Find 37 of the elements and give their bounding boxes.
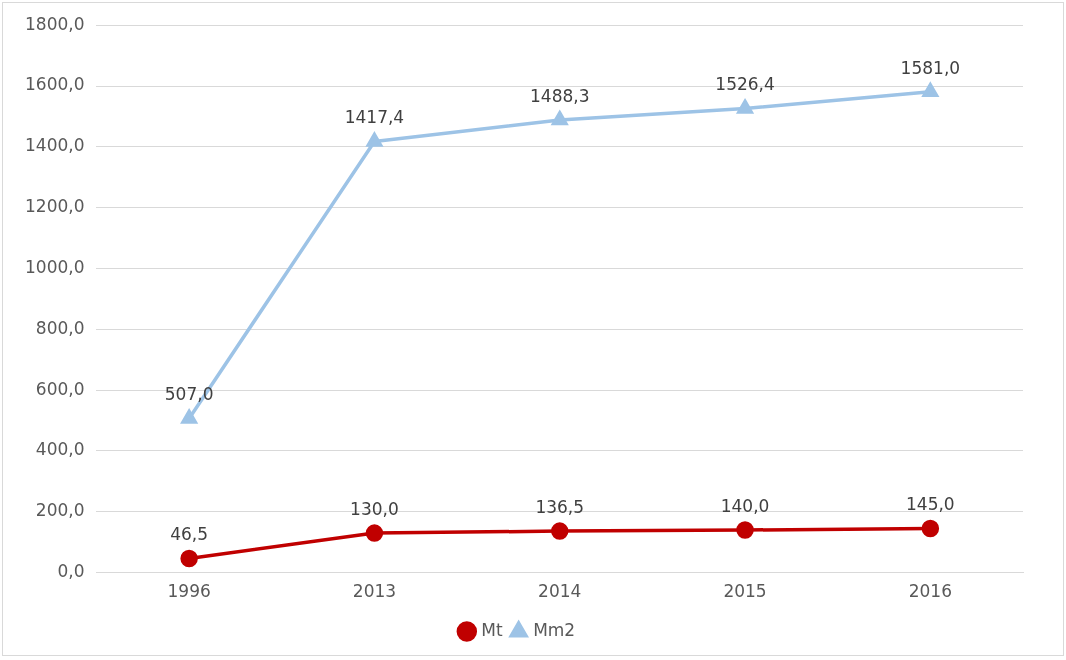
y-tick-label: 600,0	[35, 378, 85, 399]
x-tick-label: 2015	[723, 581, 767, 602]
point	[737, 99, 753, 114]
point	[181, 409, 197, 424]
x-tick-label: 1996	[167, 581, 211, 602]
data-label: 145,0	[906, 494, 955, 515]
point	[365, 524, 384, 542]
x-tick-label: 2014	[538, 581, 582, 602]
data-label: 1417,4	[344, 107, 405, 128]
y-tick-label: 1000,0	[25, 256, 85, 277]
point	[366, 132, 383, 147]
data-label: 1488,3	[530, 85, 590, 106]
y-tick-label: 1800,0	[25, 13, 85, 34]
data-label: 130,0	[350, 498, 399, 519]
point	[551, 111, 568, 126]
y-tick-label: 200,0	[35, 500, 85, 521]
data-label: 1581,0	[900, 57, 961, 78]
x-tick-label: 2016	[908, 581, 952, 602]
y-tick-label: 1400,0	[25, 135, 85, 156]
data-label: 140,0	[720, 495, 770, 516]
legend-label: Mm2	[533, 619, 576, 640]
point	[550, 522, 569, 540]
data-label: 507,0	[164, 384, 214, 405]
data-label: 46,5	[170, 524, 209, 545]
y-tick-label: 400,0	[35, 439, 85, 460]
y-tick-label: 1600,0	[25, 74, 85, 95]
y-tick-label: 800,0	[35, 317, 85, 338]
y-tick-label: 1200,0	[25, 196, 85, 217]
legend-label: Mt	[481, 619, 503, 640]
y-tick-label: 0,0	[57, 561, 85, 582]
x-tick-label: 2013	[352, 581, 397, 602]
point	[180, 549, 198, 568]
point	[736, 521, 754, 539]
data-label: 1526,4	[715, 74, 775, 95]
point	[921, 519, 940, 538]
data-label: 136,5	[535, 497, 585, 518]
point	[922, 83, 939, 98]
